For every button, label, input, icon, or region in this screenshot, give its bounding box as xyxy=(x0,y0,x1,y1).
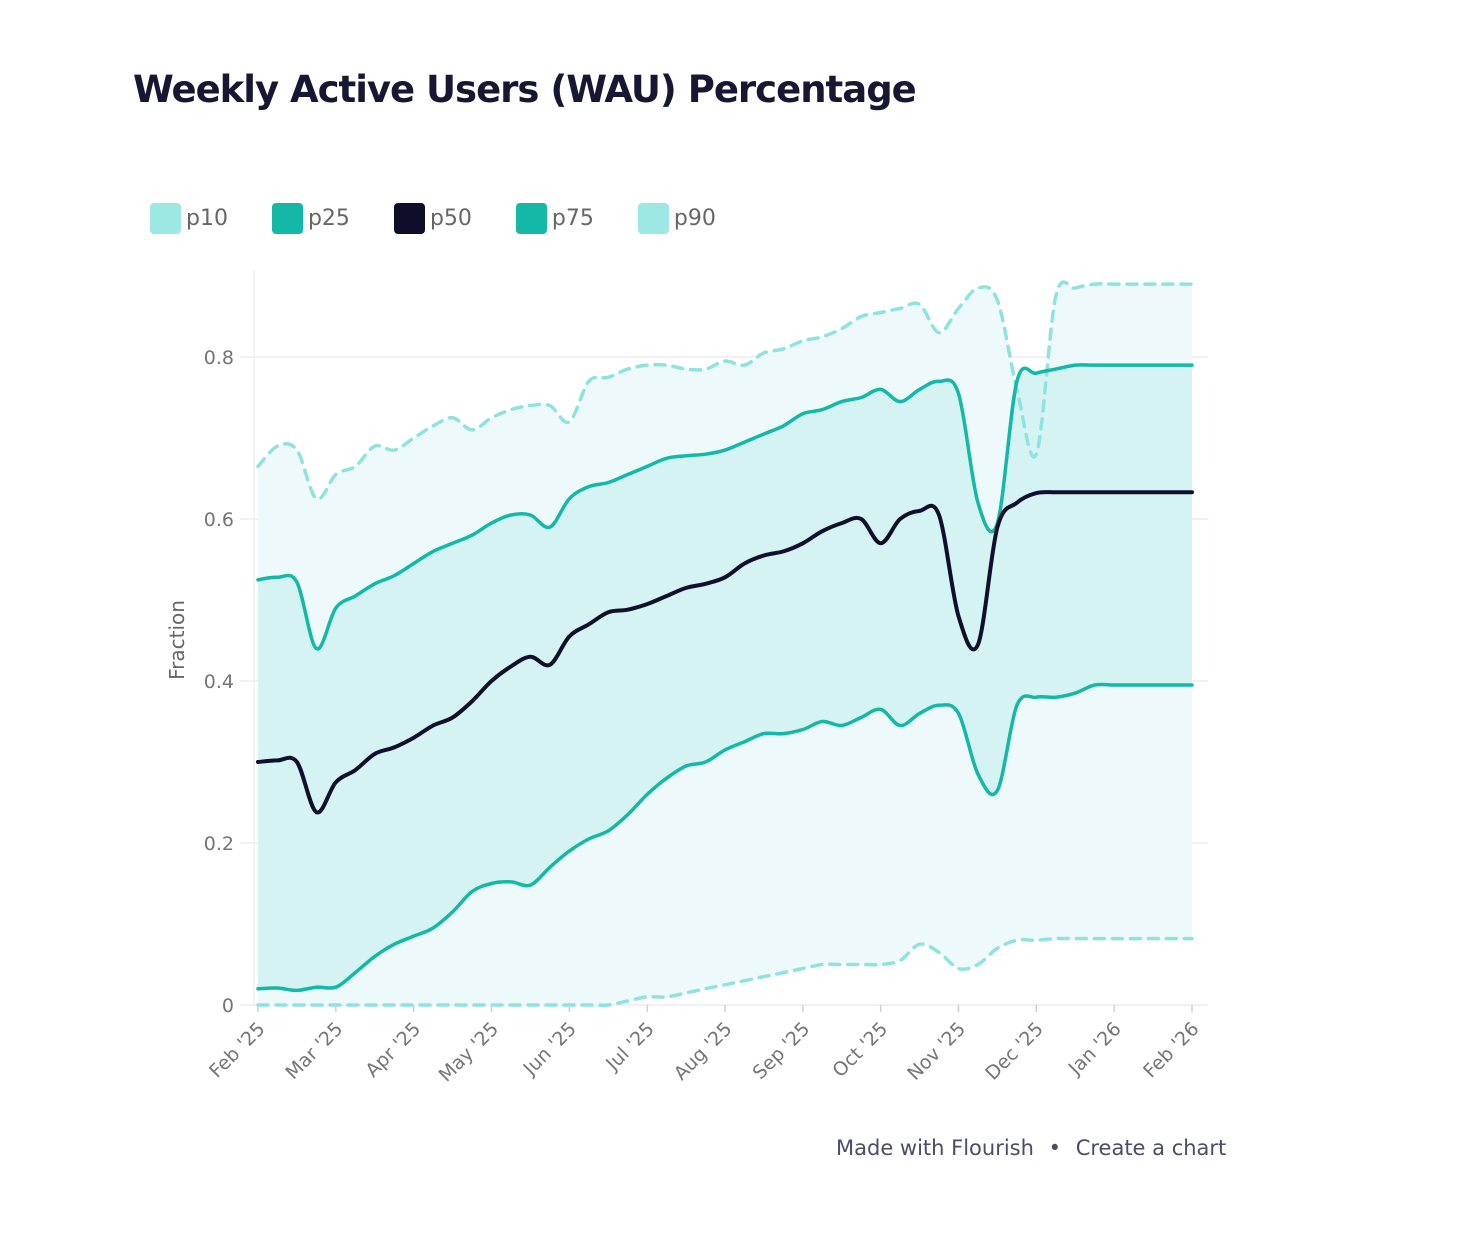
made-with-flourish-link[interactable]: Made with Flourish xyxy=(836,1136,1034,1160)
legend-swatch-p50 xyxy=(393,203,425,234)
legend-swatch-p90 xyxy=(637,203,669,234)
x-axis: Feb '25 Mar '25 Apr '25 May '25 Jun '25 Jul '… xyxy=(205,1005,1204,1086)
y-axis-label: Fraction xyxy=(165,600,189,680)
x-tick-label: Oct '25 xyxy=(828,1018,892,1082)
y-tick-label: 0.2 xyxy=(204,833,234,855)
chart-title: Weekly Active Users (WAU) Percentage xyxy=(133,68,917,111)
y-tick-label: 0.4 xyxy=(204,671,234,693)
x-tick-label: Jan '26 xyxy=(1064,1018,1126,1080)
x-tick-label: May '25 xyxy=(435,1018,503,1086)
legend-label-p90: p90 xyxy=(673,206,716,231)
band-p25-p75 xyxy=(258,364,1192,991)
legend-label-p75: p75 xyxy=(551,206,594,231)
y-tick-label: 0.8 xyxy=(204,347,234,369)
x-tick-label: Apr '25 xyxy=(361,1018,425,1082)
x-tick-label: Jun '25 xyxy=(519,1018,581,1080)
x-tick-label: Jul '25 xyxy=(601,1018,659,1076)
legend-item-p10[interactable]: p10 xyxy=(150,203,228,234)
series-line-p75[interactable] xyxy=(256,363,1194,651)
y-tick-label: 0 xyxy=(222,995,234,1017)
legend-item-p50[interactable]: p50 xyxy=(393,203,472,234)
footer-separator: • xyxy=(1048,1136,1062,1160)
x-tick-label: Feb '25 xyxy=(205,1018,269,1082)
series-line-p90[interactable] xyxy=(256,280,1194,501)
legend-item-p25[interactable]: p25 xyxy=(271,203,350,234)
legend-label-p10: p10 xyxy=(186,206,228,231)
legend-swatch-p10 xyxy=(150,203,181,234)
y-tick-label: 0.6 xyxy=(204,509,234,531)
y-axis: 0 0.2 0.4 0.6 0.8 xyxy=(204,347,234,1017)
x-tick-label: Mar '25 xyxy=(281,1018,347,1084)
legend-label-p25: p25 xyxy=(307,206,350,231)
legend-swatch-p75 xyxy=(515,203,547,234)
x-tick-label: Feb '26 xyxy=(1139,1018,1203,1082)
x-tick-label: Nov '25 xyxy=(903,1018,970,1085)
legend-label-p50: p50 xyxy=(429,206,472,231)
legend-item-p90[interactable]: p90 xyxy=(637,203,716,234)
x-tick-label: Dec '25 xyxy=(981,1018,1048,1085)
bands xyxy=(258,282,1192,1006)
create-chart-link[interactable]: Create a chart xyxy=(1075,1136,1227,1160)
legend-item-p75[interactable]: p75 xyxy=(515,203,594,234)
series-lines xyxy=(256,280,1194,1008)
footer: Made with Flourish • Create a chart xyxy=(836,1136,1226,1160)
legend: p10 p25 p50 p75 p90 xyxy=(150,203,760,234)
series-line-p25[interactable] xyxy=(256,682,1194,993)
legend-swatch-p25 xyxy=(271,203,303,234)
x-tick-label: Aug '25 xyxy=(670,1018,737,1085)
x-tick-label: Sep '25 xyxy=(748,1018,814,1084)
series-line-p50[interactable] xyxy=(256,490,1194,815)
